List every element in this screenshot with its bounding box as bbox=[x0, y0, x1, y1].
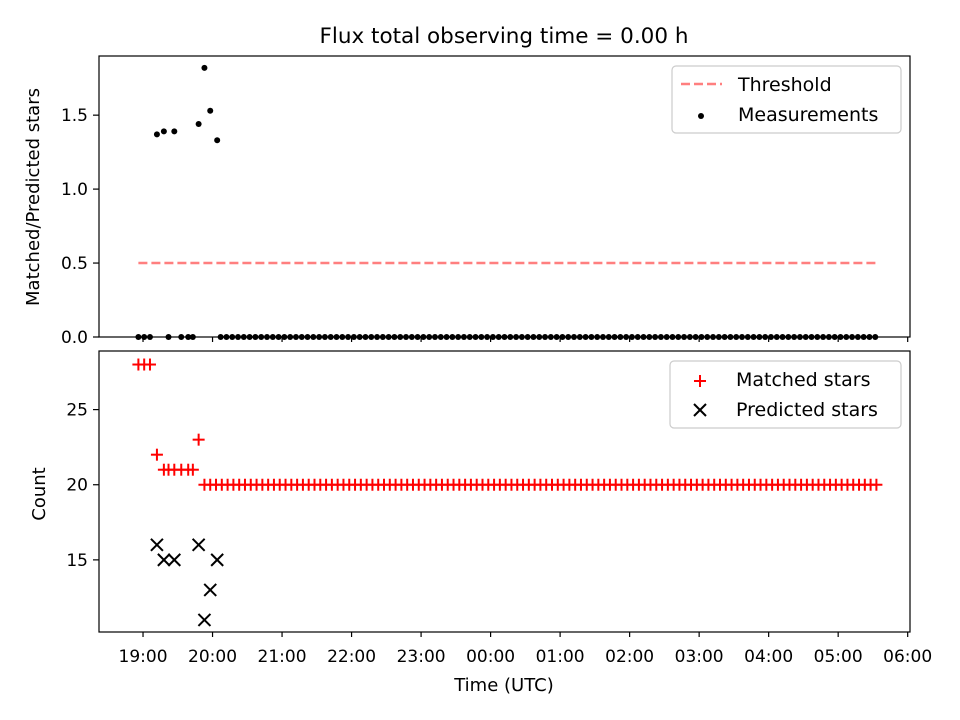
measurement-point bbox=[153, 131, 160, 138]
matched-star-point bbox=[186, 463, 199, 476]
predicted-star-stroke-b bbox=[157, 553, 171, 567]
predicted-star-stroke-b bbox=[203, 583, 217, 597]
predicted-star-point bbox=[191, 538, 206, 552]
bottom-yticks: 15 20 25 bbox=[66, 401, 99, 571]
xtick-label: 02:00 bbox=[605, 647, 654, 667]
measurement-point bbox=[171, 128, 178, 135]
measurement-point bbox=[201, 64, 208, 71]
xtick-label: 21:00 bbox=[258, 647, 307, 667]
predicted-star-stroke-b bbox=[197, 613, 212, 627]
matched-star-point bbox=[150, 448, 163, 461]
xtick-label: 23:00 bbox=[397, 647, 446, 667]
bottom-legend: Matched stars Predicted stars bbox=[669, 360, 902, 429]
x-axis-label: Time (UTC) bbox=[453, 675, 554, 696]
bottom-xticks: 19:00 20:00 21:00 22:00 23:00 00:00 01:00 02:00… bbox=[119, 632, 932, 667]
predicted-star-stroke-b bbox=[167, 553, 182, 567]
bottom-ytick-label: 15 bbox=[66, 551, 88, 571]
top-ytick-label: 0.5 bbox=[61, 254, 88, 274]
predicted-star-point bbox=[157, 553, 171, 567]
predicted-star-point bbox=[197, 613, 212, 627]
matched-star-point bbox=[143, 358, 156, 371]
measurement-point bbox=[207, 107, 214, 114]
top-ytick-label: 0.0 bbox=[61, 328, 88, 348]
measurements-legend-swatch bbox=[698, 113, 704, 119]
xtick-label: 22:00 bbox=[327, 647, 376, 667]
bottom-y-axis-label: Count bbox=[29, 467, 50, 520]
top-plot-frame bbox=[98, 55, 911, 338]
measurement-point bbox=[160, 128, 167, 135]
bottom-plot-frame bbox=[98, 350, 911, 633]
predicted-star-point bbox=[203, 583, 217, 597]
predicted-star-stroke-b bbox=[191, 538, 206, 552]
predicted-legend-swatch bbox=[693, 403, 707, 417]
bottom-legend-box bbox=[669, 360, 902, 429]
matched-star-point bbox=[192, 433, 205, 446]
xtick-label: 00:00 bbox=[466, 647, 515, 667]
measurement-point bbox=[214, 137, 221, 144]
matched-star-point bbox=[870, 478, 883, 491]
measurements-legend-label: Measurements bbox=[738, 104, 878, 126]
bottom-marks bbox=[132, 358, 883, 627]
bottom-ytick-label: 20 bbox=[66, 476, 88, 496]
predicted-star-point bbox=[210, 553, 224, 567]
matched-legend-swatch bbox=[694, 375, 706, 387]
top-y-axis-label: Matched/Predicted stars bbox=[23, 88, 44, 306]
predicted-star-stroke-b bbox=[210, 553, 224, 567]
predicted-star-point bbox=[167, 553, 182, 567]
xtick-label: 06:00 bbox=[883, 647, 932, 667]
top-yticks: 0.0 0.5 1.0 1.5 bbox=[61, 106, 99, 348]
xtick-label: 04:00 bbox=[744, 647, 793, 667]
xtick-label: 03:00 bbox=[675, 647, 724, 667]
top-ytick-label: 1.0 bbox=[61, 180, 88, 200]
predicted-legend-label: Predicted stars bbox=[736, 399, 878, 421]
chart-title: Flux total observing time = 0.00 h bbox=[320, 24, 689, 49]
top-ytick-label: 1.5 bbox=[61, 106, 88, 126]
measurement-point bbox=[195, 121, 202, 128]
top-xticks bbox=[142, 337, 909, 342]
top-plot: 0.0 0.5 1.0 1.5 Matched/Predicted stars Thr… bbox=[23, 55, 911, 348]
top-legend-box bbox=[671, 65, 902, 134]
xtick-label: 01:00 bbox=[536, 647, 585, 667]
predicted-star-stroke-b bbox=[150, 538, 164, 552]
matched-legend-label: Matched stars bbox=[736, 369, 870, 391]
predicted-star-point bbox=[150, 538, 164, 552]
top-legend: Threshold Measurements bbox=[671, 65, 902, 134]
xtick-label: 19:00 bbox=[119, 647, 168, 667]
threshold-legend-label: Threshold bbox=[737, 74, 832, 96]
bottom-ytick-label: 25 bbox=[66, 401, 88, 421]
bottom-plot: 15 20 25 19:00 20:00 21:00 22:00 23:00 00:00 01:… bbox=[29, 350, 932, 696]
xtick-label: 05:00 bbox=[814, 647, 863, 667]
xtick-label: 20:00 bbox=[188, 647, 237, 667]
